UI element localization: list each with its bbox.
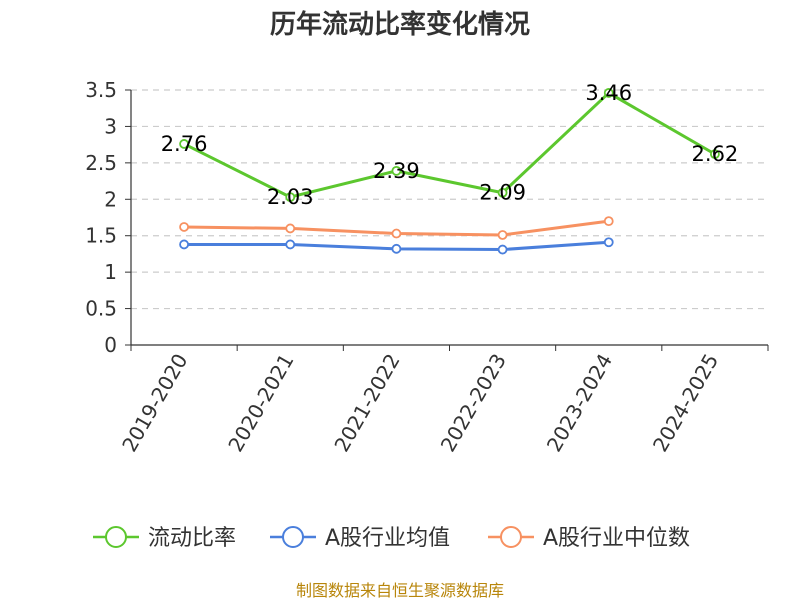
y-tick-label: 1 (104, 260, 117, 284)
source-note: 制图数据来自恒生聚源数据库 (296, 581, 504, 600)
chart-title: 历年流动比率变化情况 (270, 9, 530, 40)
x-axis-ticks: 2019-2020 2020-2021 2021-2022 2022-2023 2023… (117, 350, 723, 456)
y-tick-label: 2.5 (85, 151, 117, 175)
x-tick-label: 2023-2024 (542, 350, 617, 456)
legend-swatch-marker (105, 526, 127, 548)
legend-item[interactable]: A股行业均值 (270, 526, 450, 551)
data-point (179, 222, 189, 232)
data-label: 2.09 (479, 181, 526, 205)
grid (131, 89, 768, 310)
data-point (285, 223, 296, 234)
data-point (391, 228, 402, 239)
legend-item[interactable]: 流动比率 (93, 526, 236, 551)
y-tick-label: 3.5 (85, 78, 117, 102)
legend-swatch-marker (500, 526, 522, 548)
data-point (285, 192, 296, 203)
data-point (710, 149, 720, 160)
data-labels: 2.76 2.03 2.39 2.09 3.46 2.62 (161, 81, 739, 209)
data-point (603, 88, 614, 98)
data-point (497, 187, 508, 198)
legend-label: 流动比率 (148, 526, 236, 551)
legend-item[interactable]: A股行业中位数 (488, 526, 690, 551)
x-tick-label: 2020-2021 (223, 350, 298, 456)
data-point (285, 239, 296, 250)
series-layer (179, 88, 720, 255)
legend-label: A股行业中位数 (543, 526, 690, 551)
data-point (179, 239, 189, 250)
x-tick-label: 2019-2020 (117, 350, 192, 456)
y-tick-label: 1.5 (85, 224, 117, 248)
legend-swatch-marker (282, 526, 304, 548)
y-tick-label: 2 (104, 187, 117, 211)
x-tick-label: 2022-2023 (436, 350, 511, 456)
data-label: 2.76 (161, 132, 208, 156)
data-point (391, 165, 402, 176)
legend[interactable]: 流动比率 A股行业均值 A股行业中位数 (93, 526, 690, 551)
data-point (603, 216, 614, 227)
y-tick-label: 3 (104, 114, 117, 138)
y-axis-ticks: 0 0.5 1 1.5 2 2.5 3 3.5 (85, 78, 117, 357)
series-line (183, 91, 716, 199)
legend-label: A股行业均值 (325, 526, 450, 551)
axes (125, 89, 769, 351)
data-label: 2.62 (692, 142, 739, 166)
data-point (603, 237, 614, 248)
data-label: 3.46 (585, 81, 632, 105)
data-point (179, 139, 189, 149)
data-label: 2.39 (373, 159, 420, 183)
data-point (497, 230, 508, 240)
x-tick-label: 2024-2025 (648, 350, 723, 456)
data-point (391, 243, 402, 254)
y-tick-label: 0 (104, 333, 117, 357)
data-label: 2.03 (267, 185, 314, 209)
data-point (497, 244, 508, 255)
y-tick-label: 0.5 (85, 297, 117, 321)
x-tick-label: 2021-2022 (329, 350, 404, 456)
